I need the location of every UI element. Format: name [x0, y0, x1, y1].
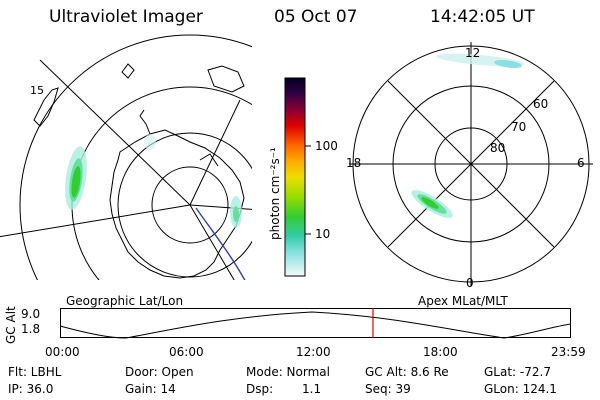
- longitude-label: 15: [30, 84, 44, 97]
- meridian-line: [0, 204, 191, 238]
- geographic-map: 15: [0, 34, 252, 280]
- timeline-y-min: 1.8: [21, 322, 41, 336]
- mlt-label-bottom: 0: [466, 276, 474, 290]
- color-bar-unit: photon cm⁻²s⁻¹: [268, 147, 282, 240]
- australia-coastline: [207, 65, 245, 93]
- apex-panel-label: Apex MLat/MLT: [418, 294, 508, 308]
- gc-alt-readout: GC Alt: 8.6 Re: [365, 365, 449, 379]
- mode-readout: Mode: Normal: [246, 365, 330, 379]
- geographic-panel-label: Geographic Lat/Lon: [66, 294, 184, 308]
- timeline-tick-2359: 23:59: [551, 345, 586, 359]
- timeline-tick-0600: 06:00: [169, 345, 204, 359]
- timeline-tick-1800: 18:00: [423, 345, 458, 359]
- meridian-line: [39, 59, 191, 206]
- filter-readout: Flt: LBHL: [8, 365, 62, 379]
- app-title: Ultraviolet Imager: [49, 7, 203, 27]
- island-outline: [121, 63, 135, 79]
- timeline-y-max: 9.0: [21, 307, 41, 321]
- aurora-emission: [65, 134, 242, 228]
- glon-readout: GLon: 124.1: [484, 382, 557, 396]
- meridian-line: [189, 99, 241, 206]
- timeline-y-axis-label: GC Alt: [4, 306, 18, 344]
- seq-readout: Seq: 39: [365, 382, 411, 396]
- time-readout: 14:42:05 UT: [430, 7, 535, 27]
- mlat-label-80: 80: [490, 141, 506, 155]
- mlt-label-left: 18: [346, 156, 362, 170]
- dsp-value: 1.1: [302, 382, 322, 396]
- door-readout: Door: Open: [125, 365, 194, 379]
- apex-polar-plot: [349, 42, 593, 286]
- date-readout: 05 Oct 07: [274, 7, 358, 27]
- peninsula-coastline: [139, 109, 151, 135]
- color-bar-tick-100: 100: [315, 139, 338, 153]
- altitude-curve: [59, 311, 572, 339]
- mlt-label-right: 6: [577, 156, 585, 170]
- color-bar-tick-10: 10: [315, 227, 331, 241]
- altitude-timeline: [59, 308, 572, 339]
- meridian-line: [189, 204, 235, 280]
- glat-readout: GLat: -72.7: [484, 365, 551, 379]
- coast-detail: [199, 153, 219, 167]
- dsp-label: Dsp:: [246, 382, 274, 396]
- mlt-label-top: 12: [465, 46, 481, 60]
- latitude-circle: [151, 166, 229, 244]
- orbit-track: [195, 207, 246, 280]
- south-america-coastline: [33, 87, 59, 127]
- mlat-label-60: 60: [533, 97, 549, 111]
- color-bar: [284, 77, 311, 277]
- mlat-label-70: 70: [511, 120, 527, 134]
- ip-readout: IP: 36.0: [8, 382, 54, 396]
- latitude-circle: [19, 34, 252, 280]
- timeline-tick-0000: 00:00: [45, 345, 80, 359]
- apex-aurora-emission: [411, 53, 524, 219]
- gain-readout: Gain: 14: [125, 382, 176, 396]
- antarctica-coastline: [109, 129, 245, 279]
- timeline-tick-1200: 12:00: [296, 345, 331, 359]
- meridian-line: [189, 204, 252, 210]
